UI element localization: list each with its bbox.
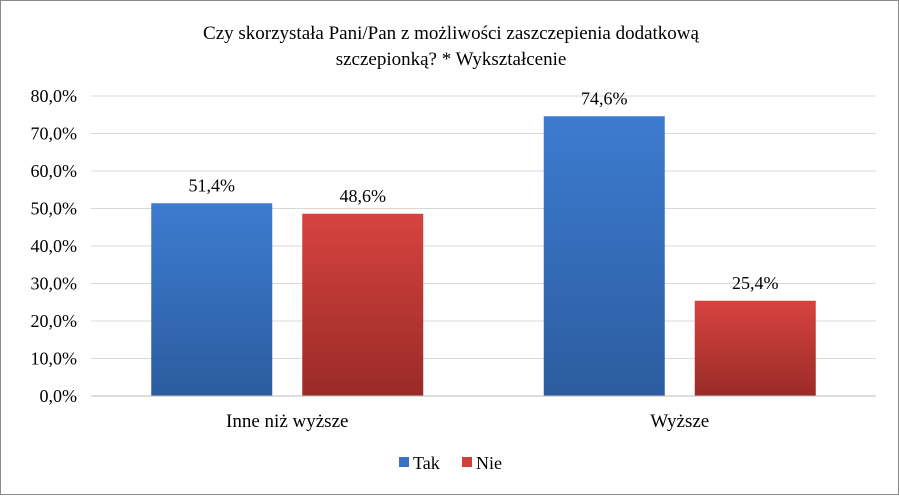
y-tick-label: 70,0% (31, 124, 78, 144)
bar-nie-1 (302, 213, 424, 396)
data-label-tak-1: 51,4% (189, 175, 236, 195)
category-label: Wyższe (650, 411, 709, 432)
legend-swatch-tak (399, 457, 409, 467)
category-labels: Inne niż wyższe Wyższe (226, 411, 709, 432)
y-axis-tick-labels: 0,0% 10,0% 20,0% 30,0% 40,0% 50,0% 60,0% 70,0% 8… (31, 86, 78, 406)
legend-swatch-nie (462, 457, 472, 467)
legend-label-tak: Tak (413, 453, 440, 473)
bar-tak-1 (151, 203, 273, 396)
y-tick-label: 80,0% (31, 86, 78, 106)
y-tick-label: 20,0% (31, 311, 78, 331)
y-tick-label: 50,0% (31, 199, 78, 219)
chart-title-line-2: szczepionką? * Wykształcenie (336, 49, 567, 70)
bar-tak-2 (543, 116, 665, 396)
y-tick-label: 60,0% (31, 161, 78, 181)
data-label-nie-2: 25,4% (732, 273, 779, 293)
data-label-nie-1: 48,6% (340, 186, 387, 206)
data-labels: 51,4% 48,6% 74,6% 25,4% (189, 88, 779, 293)
bar-nie-2 (694, 300, 816, 396)
data-label-tak-2: 74,6% (581, 88, 628, 108)
bars (151, 116, 816, 396)
y-tick-label: 40,0% (31, 236, 78, 256)
chart-title-line-1: Czy skorzystała Pani/Pan z możliwości za… (203, 23, 700, 44)
legend: Tak Nie (399, 453, 502, 473)
category-label: Inne niż wyższe (226, 411, 348, 432)
y-tick-label: 10,0% (31, 349, 78, 369)
y-tick-label: 0,0% (40, 386, 78, 406)
y-tick-label: 30,0% (31, 274, 78, 294)
legend-label-nie: Nie (476, 453, 502, 473)
